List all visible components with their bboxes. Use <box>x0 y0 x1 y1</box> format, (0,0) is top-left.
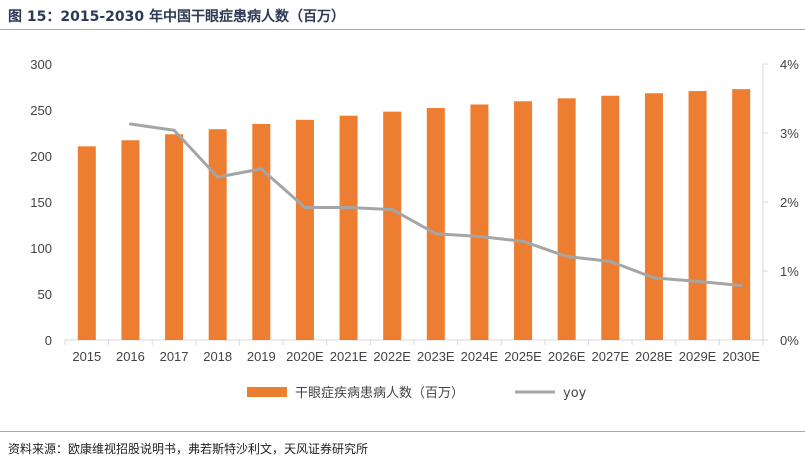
yoy-point <box>128 122 132 126</box>
bar <box>644 93 663 340</box>
x-tick-label: 2029E <box>679 349 717 364</box>
x-tick-label: 2026E <box>548 349 586 364</box>
yoy-point <box>477 235 481 238</box>
yoy-point <box>434 232 438 236</box>
x-tick-label: 2028E <box>635 349 673 364</box>
x-tick-label: 2023E <box>417 349 455 364</box>
x-tick-label: 2017 <box>160 349 189 364</box>
bar <box>732 89 751 340</box>
x-tick-label: 2020E <box>286 349 324 364</box>
yoy-point <box>390 208 394 212</box>
y-right-tick-label: 2% <box>780 195 799 210</box>
bar <box>557 98 576 340</box>
y-left-tick-label: 50 <box>38 287 52 302</box>
legend-line-label: yoy <box>563 386 587 401</box>
y-right-tick-label: 1% <box>780 264 799 279</box>
yoy-point <box>565 255 569 259</box>
yoy-point <box>303 206 307 210</box>
bar <box>165 134 184 340</box>
y-left-tick-label: 0 <box>45 333 52 348</box>
bar <box>688 91 707 340</box>
x-tick-label: 2022E <box>373 349 411 364</box>
figure-title: 图 15：2015-2030 年中国干眼症患病人数（百万） <box>8 9 345 25</box>
x-tick-label: 2016 <box>116 349 145 364</box>
x-tick-label: 2030E <box>722 349 760 364</box>
bar <box>208 129 227 340</box>
title-divider <box>0 29 805 30</box>
bar-series <box>77 89 751 341</box>
bar <box>426 107 445 340</box>
bar <box>514 101 533 340</box>
bar <box>383 111 402 340</box>
y-left-ticks: 0 50 100 150 200 250 300 <box>30 57 52 348</box>
x-tick-label: 2015 <box>72 349 101 364</box>
yoy-point <box>608 259 612 263</box>
y-left-tick-label: 150 <box>30 195 52 210</box>
yoy-series <box>128 122 743 287</box>
x-tick-label: 2021E <box>330 349 368 364</box>
x-tick-label: 2027E <box>592 349 630 364</box>
y-right-ticks: 0% 1% 2% 3% 4% <box>780 57 799 348</box>
x-tick-label: 2018 <box>203 349 232 364</box>
source-divider <box>0 431 805 432</box>
bar <box>339 115 358 340</box>
y-left-tick-label: 100 <box>30 241 52 256</box>
source-note: 资料来源：欧康维视招股说明书，弗若斯特沙利文，天风证券研究所 <box>8 442 369 456</box>
bar <box>601 95 620 341</box>
yoy-point <box>739 283 743 287</box>
yoy-point <box>259 167 263 171</box>
y-left-tick-label: 250 <box>30 103 52 118</box>
bar <box>470 104 489 340</box>
x-axis-ticks: 2015 2016 2017 2018 2019 2020E 2021E 2022E 2023E… <box>72 349 760 364</box>
y-right-tick-label: 0% <box>780 333 799 348</box>
bar <box>77 146 96 340</box>
yoy-point <box>347 206 351 210</box>
yoy-point <box>652 276 656 280</box>
x-tick-label: 2019 <box>247 349 276 364</box>
yoy-point <box>696 279 700 283</box>
legend: 干眼症疾病患病人数（百万） yoy <box>247 386 587 401</box>
legend-bar-swatch <box>247 387 287 397</box>
legend-bar-label: 干眼症疾病患病人数（百万） <box>295 386 464 401</box>
y-left-tick-label: 200 <box>30 149 52 164</box>
chart: 2015 2016 2017 2018 2019 2020E 2021E 2022E 2023E… <box>30 57 799 401</box>
x-tick-label: 2025E <box>504 349 542 364</box>
bar <box>121 140 140 340</box>
yoy-point <box>216 175 220 179</box>
y-right-tick-label: 4% <box>780 57 799 72</box>
x-tick-label: 2024E <box>461 349 499 364</box>
bar <box>252 123 271 340</box>
y-left-tick-label: 300 <box>30 57 52 72</box>
bar <box>295 119 314 341</box>
y-right-tick-label: 3% <box>780 126 799 141</box>
yoy-point <box>521 239 525 243</box>
yoy-point <box>172 128 176 132</box>
